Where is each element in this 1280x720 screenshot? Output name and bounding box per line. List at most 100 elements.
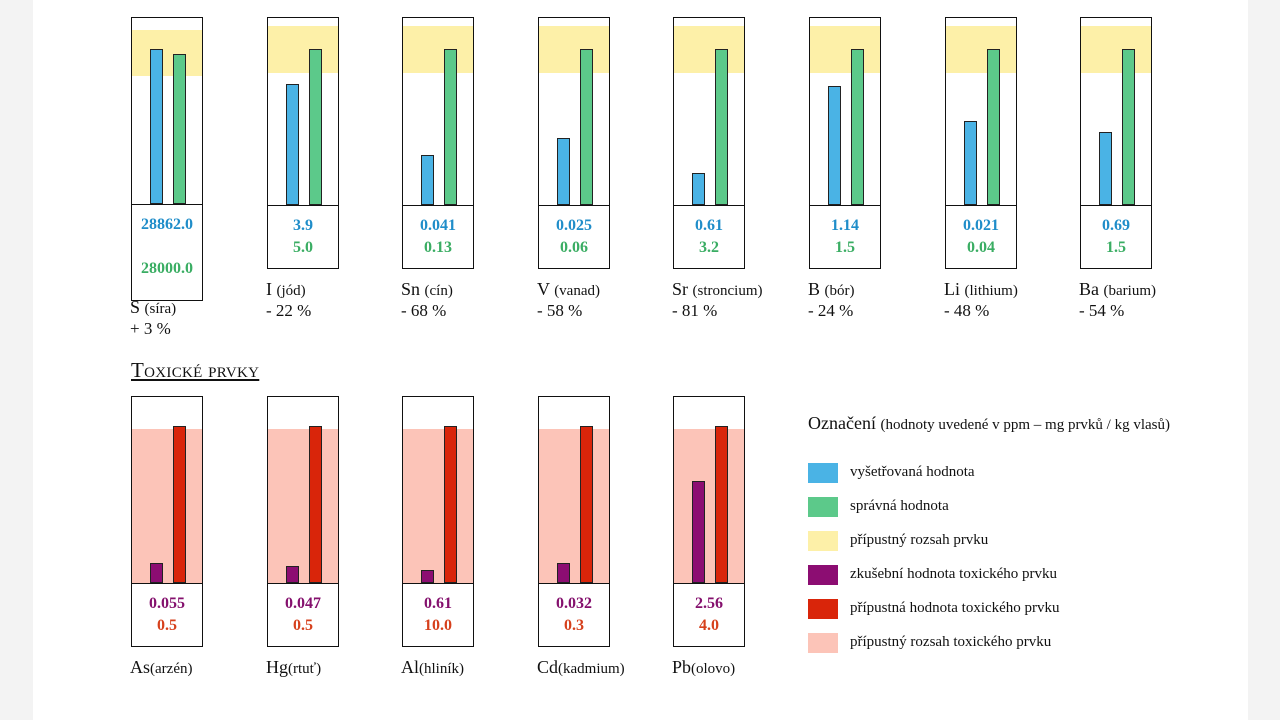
difference-label: - 24 % — [808, 301, 854, 320]
toxic-section-title: Toxické prvky — [131, 358, 260, 382]
element-plot — [538, 17, 610, 206]
value-box: 0.032 0.3 — [538, 584, 610, 647]
legend-swatch — [808, 565, 838, 585]
element-full-name: (cín) — [424, 283, 453, 299]
element-name: S (síra) — [130, 297, 176, 318]
examined-value-label: 28862.0 — [141, 216, 193, 233]
element-name: Sn (cín) — [401, 279, 453, 300]
permissible-range-band — [946, 26, 1016, 73]
toxic-examined-bar — [692, 481, 705, 583]
value-box: 2.56 4.0 — [673, 584, 745, 647]
element-symbol: B — [808, 279, 825, 299]
examined-value-bar — [286, 84, 299, 205]
correct-value-bar — [173, 54, 186, 204]
element-symbol: Al — [401, 657, 419, 677]
legend-label: přípustný rozsah toxického prvku — [850, 634, 1052, 650]
element-plot — [538, 396, 610, 584]
element-full-name: (stroncium) — [692, 283, 763, 299]
permissible-range-band — [268, 26, 338, 73]
legend-swatch — [808, 633, 838, 653]
correct-value-bar — [1122, 48, 1135, 205]
toxic-examined-bar — [286, 566, 299, 583]
legend-title-main: Označení — [808, 413, 876, 433]
legend-title: Označení (hodnoty uvedené v ppm – mg prv… — [808, 408, 1188, 440]
toxic-range-band — [539, 429, 609, 583]
difference-label: - 81 % — [672, 301, 718, 320]
element-name: Pb(olovo) — [672, 657, 735, 678]
element-plot — [267, 17, 339, 206]
element-full-name: (rtuť) — [288, 661, 322, 677]
permissible-range-band — [810, 26, 880, 73]
toxic-permissible-label: 0.3 — [564, 617, 584, 634]
correct-value-label: 28000.0 — [141, 260, 193, 277]
element-symbol: Hg — [266, 657, 288, 677]
element-full-name: (síra) — [144, 301, 177, 317]
value-box: 0.61 3.2 — [673, 206, 745, 269]
correct-value-bar — [851, 48, 864, 205]
toxic-examined-bar — [150, 562, 163, 583]
element-plot — [131, 396, 203, 584]
element-name: Al(hliník) — [401, 657, 464, 678]
element-full-name: (vanad) — [554, 283, 600, 299]
examined-value-label: 0.025 — [556, 217, 592, 234]
element-plot — [809, 17, 881, 206]
toxic-examined-label: 0.032 — [556, 595, 592, 612]
difference-label: - 54 % — [1079, 301, 1125, 320]
element-plot — [131, 17, 203, 205]
value-box: 0.021 0.04 — [945, 206, 1017, 269]
legend-swatch — [808, 463, 838, 483]
element-symbol: Li — [944, 279, 965, 299]
element-symbol: I — [266, 279, 277, 299]
correct-value-label: 0.06 — [560, 239, 588, 256]
element-symbol: Ba — [1079, 279, 1104, 299]
legend-label: přípustný rozsah prvku — [850, 532, 989, 548]
correct-value-label: 3.2 — [699, 239, 719, 256]
element-symbol: Sr — [672, 279, 693, 299]
element-name: Sr (stroncium) — [672, 279, 763, 300]
examined-value-bar — [421, 154, 434, 205]
examined-value-bar — [828, 85, 841, 205]
toxic-range-band — [132, 429, 202, 583]
examined-value-bar — [557, 138, 570, 205]
toxic-examined-label: 0.055 — [149, 595, 185, 612]
toxic-examined-bar — [421, 570, 434, 583]
element-plot — [1080, 17, 1152, 206]
permissible-range-band — [539, 26, 609, 73]
element-symbol: Cd — [537, 657, 559, 677]
toxic-permissible-label: 0.5 — [293, 617, 313, 634]
examined-value-bar — [1099, 132, 1112, 205]
element-symbol: As — [130, 657, 151, 677]
toxic-range-band — [268, 429, 338, 583]
value-box: 0.041 0.13 — [402, 206, 474, 269]
legend-swatch — [808, 497, 838, 517]
correct-value-label: 5.0 — [293, 239, 313, 256]
permissible-range-band — [674, 26, 744, 73]
element-full-name: (hliník) — [419, 661, 464, 677]
difference-label: - 48 % — [944, 301, 990, 320]
value-box: 3.9 5.0 — [267, 206, 339, 269]
toxic-permissible-label: 4.0 — [699, 617, 719, 634]
value-box: 28862.0 28000.0 — [131, 205, 203, 301]
legend-swatch — [808, 599, 838, 619]
element-name: Hg(rtuť) — [266, 657, 321, 678]
correct-value-label: 0.13 — [424, 239, 452, 256]
examined-value-label: 0.041 — [420, 217, 456, 234]
value-box: 0.055 0.5 — [131, 584, 203, 647]
examined-value-bar — [692, 173, 705, 205]
legend-subtitle: (hodnoty uvedené v ppm – mg prvků / kg v… — [880, 417, 1171, 433]
element-full-name: (kadmium) — [558, 661, 625, 677]
permissible-range-band — [132, 30, 202, 77]
element-symbol: Pb — [672, 657, 692, 677]
difference-label: + 3 % — [130, 319, 171, 338]
element-plot — [945, 17, 1017, 206]
toxic-permissible-bar — [173, 425, 186, 583]
examined-value-label: 0.69 — [1102, 217, 1130, 234]
element-symbol: V — [537, 279, 555, 299]
correct-value-label: 0.04 — [967, 239, 995, 256]
examined-value-label: 3.9 — [293, 217, 313, 234]
toxic-permissible-label: 10.0 — [424, 617, 452, 634]
permissible-range-band — [403, 26, 473, 73]
value-box: 0.69 1.5 — [1080, 206, 1152, 269]
legend-label: zkušební hodnota toxického prvku — [850, 566, 1058, 582]
correct-value-label: 1.5 — [835, 239, 855, 256]
